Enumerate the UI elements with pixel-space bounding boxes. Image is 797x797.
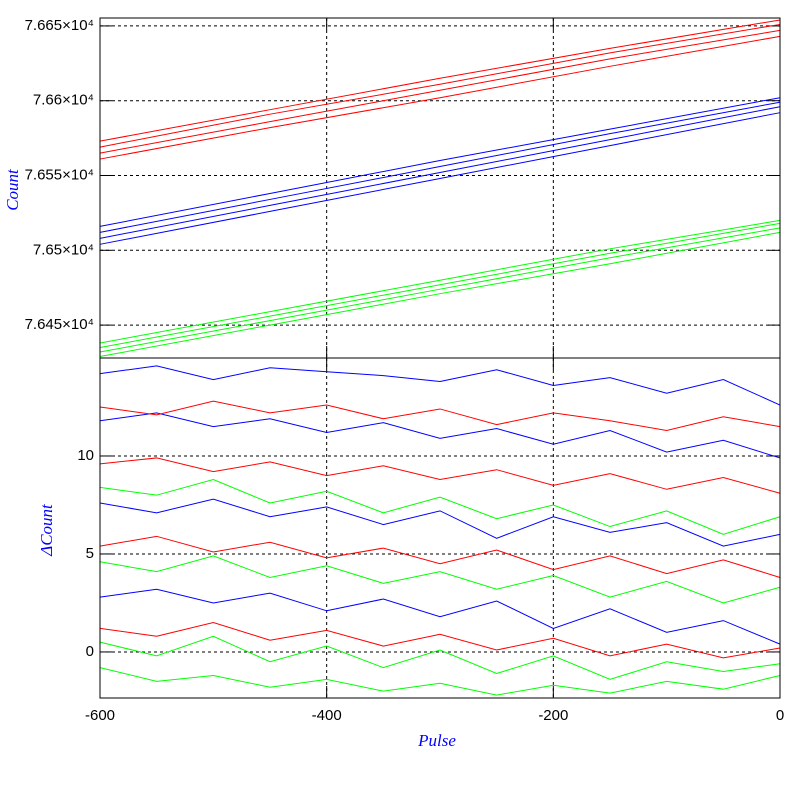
data-line [99, 498, 781, 547]
y-tick-label: 7.65×10⁴ [33, 241, 94, 258]
x-tick-label: 0 [776, 707, 784, 724]
plot-frame [99, 17, 781, 359]
y-tick-label: 0 [86, 643, 94, 660]
y-tick-label: 7.645×10⁴ [25, 316, 94, 333]
y-tick-label: 7.66×10⁴ [33, 92, 94, 109]
data-line [99, 227, 781, 353]
data-line [99, 635, 781, 680]
data-line [99, 112, 781, 245]
data-line [99, 101, 781, 233]
data-line [99, 588, 781, 645]
x-tick-label: -600 [85, 707, 115, 724]
data-line [99, 35, 781, 160]
x-axis-label: Pulse [417, 731, 456, 750]
data-line [99, 412, 781, 459]
y-axis-label: Count [3, 168, 22, 211]
data-line [99, 219, 781, 344]
data-line [99, 231, 781, 357]
y-tick-label: 7.655×10⁴ [25, 166, 94, 183]
data-line [99, 555, 781, 604]
plot-frame [99, 357, 781, 699]
data-line [99, 222, 781, 349]
x-tick-label: -400 [312, 707, 342, 724]
data-line [99, 622, 781, 659]
data-line [99, 29, 781, 154]
data-line [99, 478, 781, 535]
y-tick-label: 5 [86, 545, 94, 562]
y-axis-label: ΔCount [37, 503, 56, 557]
y-tick-label: 10 [77, 447, 94, 464]
data-line [99, 23, 781, 148]
data-line [99, 400, 781, 432]
data-line [99, 97, 781, 227]
data-line [99, 457, 781, 494]
x-tick-label: -200 [538, 707, 568, 724]
data-line [99, 535, 781, 578]
data-line [99, 365, 781, 406]
data-line [99, 19, 781, 142]
data-line [99, 667, 781, 696]
y-tick-label: 7.665×10⁴ [25, 17, 94, 34]
data-line [99, 106, 781, 239]
